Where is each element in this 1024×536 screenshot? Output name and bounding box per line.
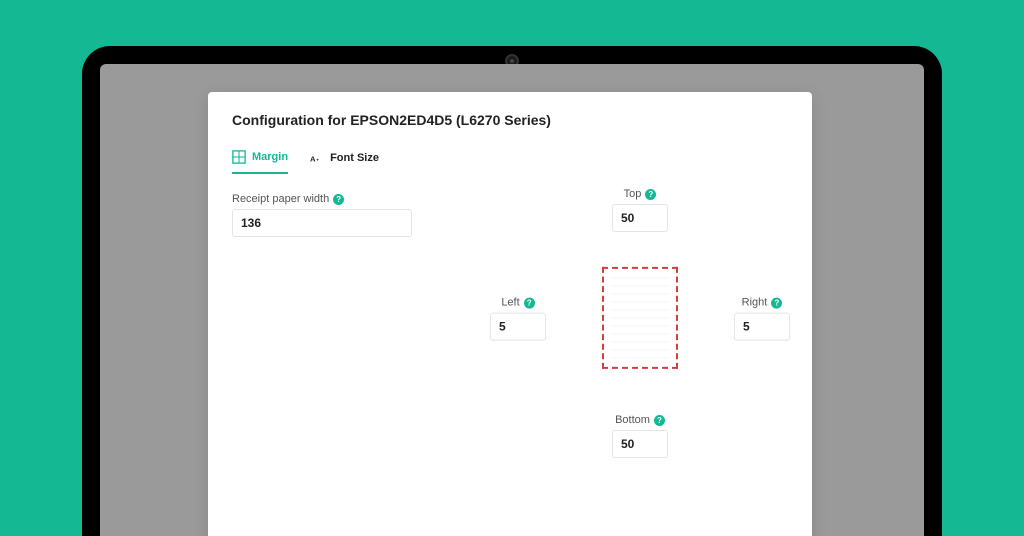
receipt-width-field: Receipt paper width ?	[232, 193, 412, 237]
receipt-width-input[interactable]	[232, 209, 412, 237]
help-icon[interactable]: ?	[645, 189, 656, 200]
laptop-frame: Configuration for EPSON2ED4D5 (L6270 Ser…	[82, 46, 942, 536]
margin-left-input[interactable]	[490, 313, 546, 341]
margin-top-input[interactable]	[612, 204, 668, 232]
help-icon[interactable]: ?	[524, 297, 535, 308]
grid-icon	[232, 150, 246, 164]
margin-top-label: Top ?	[624, 188, 657, 200]
tab-label: Margin	[252, 151, 288, 163]
tabs: Margin A+ Font Size	[232, 150, 788, 175]
tab-font-size[interactable]: A+ Font Size	[310, 150, 379, 174]
receipt-width-label: Receipt paper width ?	[232, 193, 412, 205]
svg-text:+: +	[316, 158, 319, 163]
margin-preview-box	[602, 267, 678, 369]
help-icon[interactable]: ?	[654, 415, 665, 426]
font-size-icon: A+	[310, 151, 324, 165]
margin-right-field: Right ?	[734, 297, 790, 341]
margin-top-field: Top ?	[612, 188, 668, 232]
help-icon[interactable]: ?	[333, 194, 344, 205]
modal-title: Configuration for EPSON2ED4D5 (L6270 Ser…	[232, 112, 788, 128]
help-icon[interactable]: ?	[771, 297, 782, 308]
margin-right-label: Right ?	[742, 297, 783, 309]
laptop-screen: Configuration for EPSON2ED4D5 (L6270 Ser…	[100, 64, 924, 536]
margin-layout: Top ? Left ? Right ?	[490, 188, 790, 458]
margin-right-input[interactable]	[734, 313, 790, 341]
margin-bottom-label: Bottom ?	[615, 414, 665, 426]
margin-bottom-field: Bottom ?	[612, 414, 668, 458]
margin-left-label: Left ?	[501, 297, 534, 309]
margin-bottom-input[interactable]	[612, 430, 668, 458]
tab-margin[interactable]: Margin	[232, 150, 288, 174]
svg-text:A: A	[310, 154, 316, 163]
tab-label: Font Size	[330, 152, 379, 164]
margin-left-field: Left ?	[490, 297, 546, 341]
config-modal: Configuration for EPSON2ED4D5 (L6270 Ser…	[208, 92, 812, 536]
